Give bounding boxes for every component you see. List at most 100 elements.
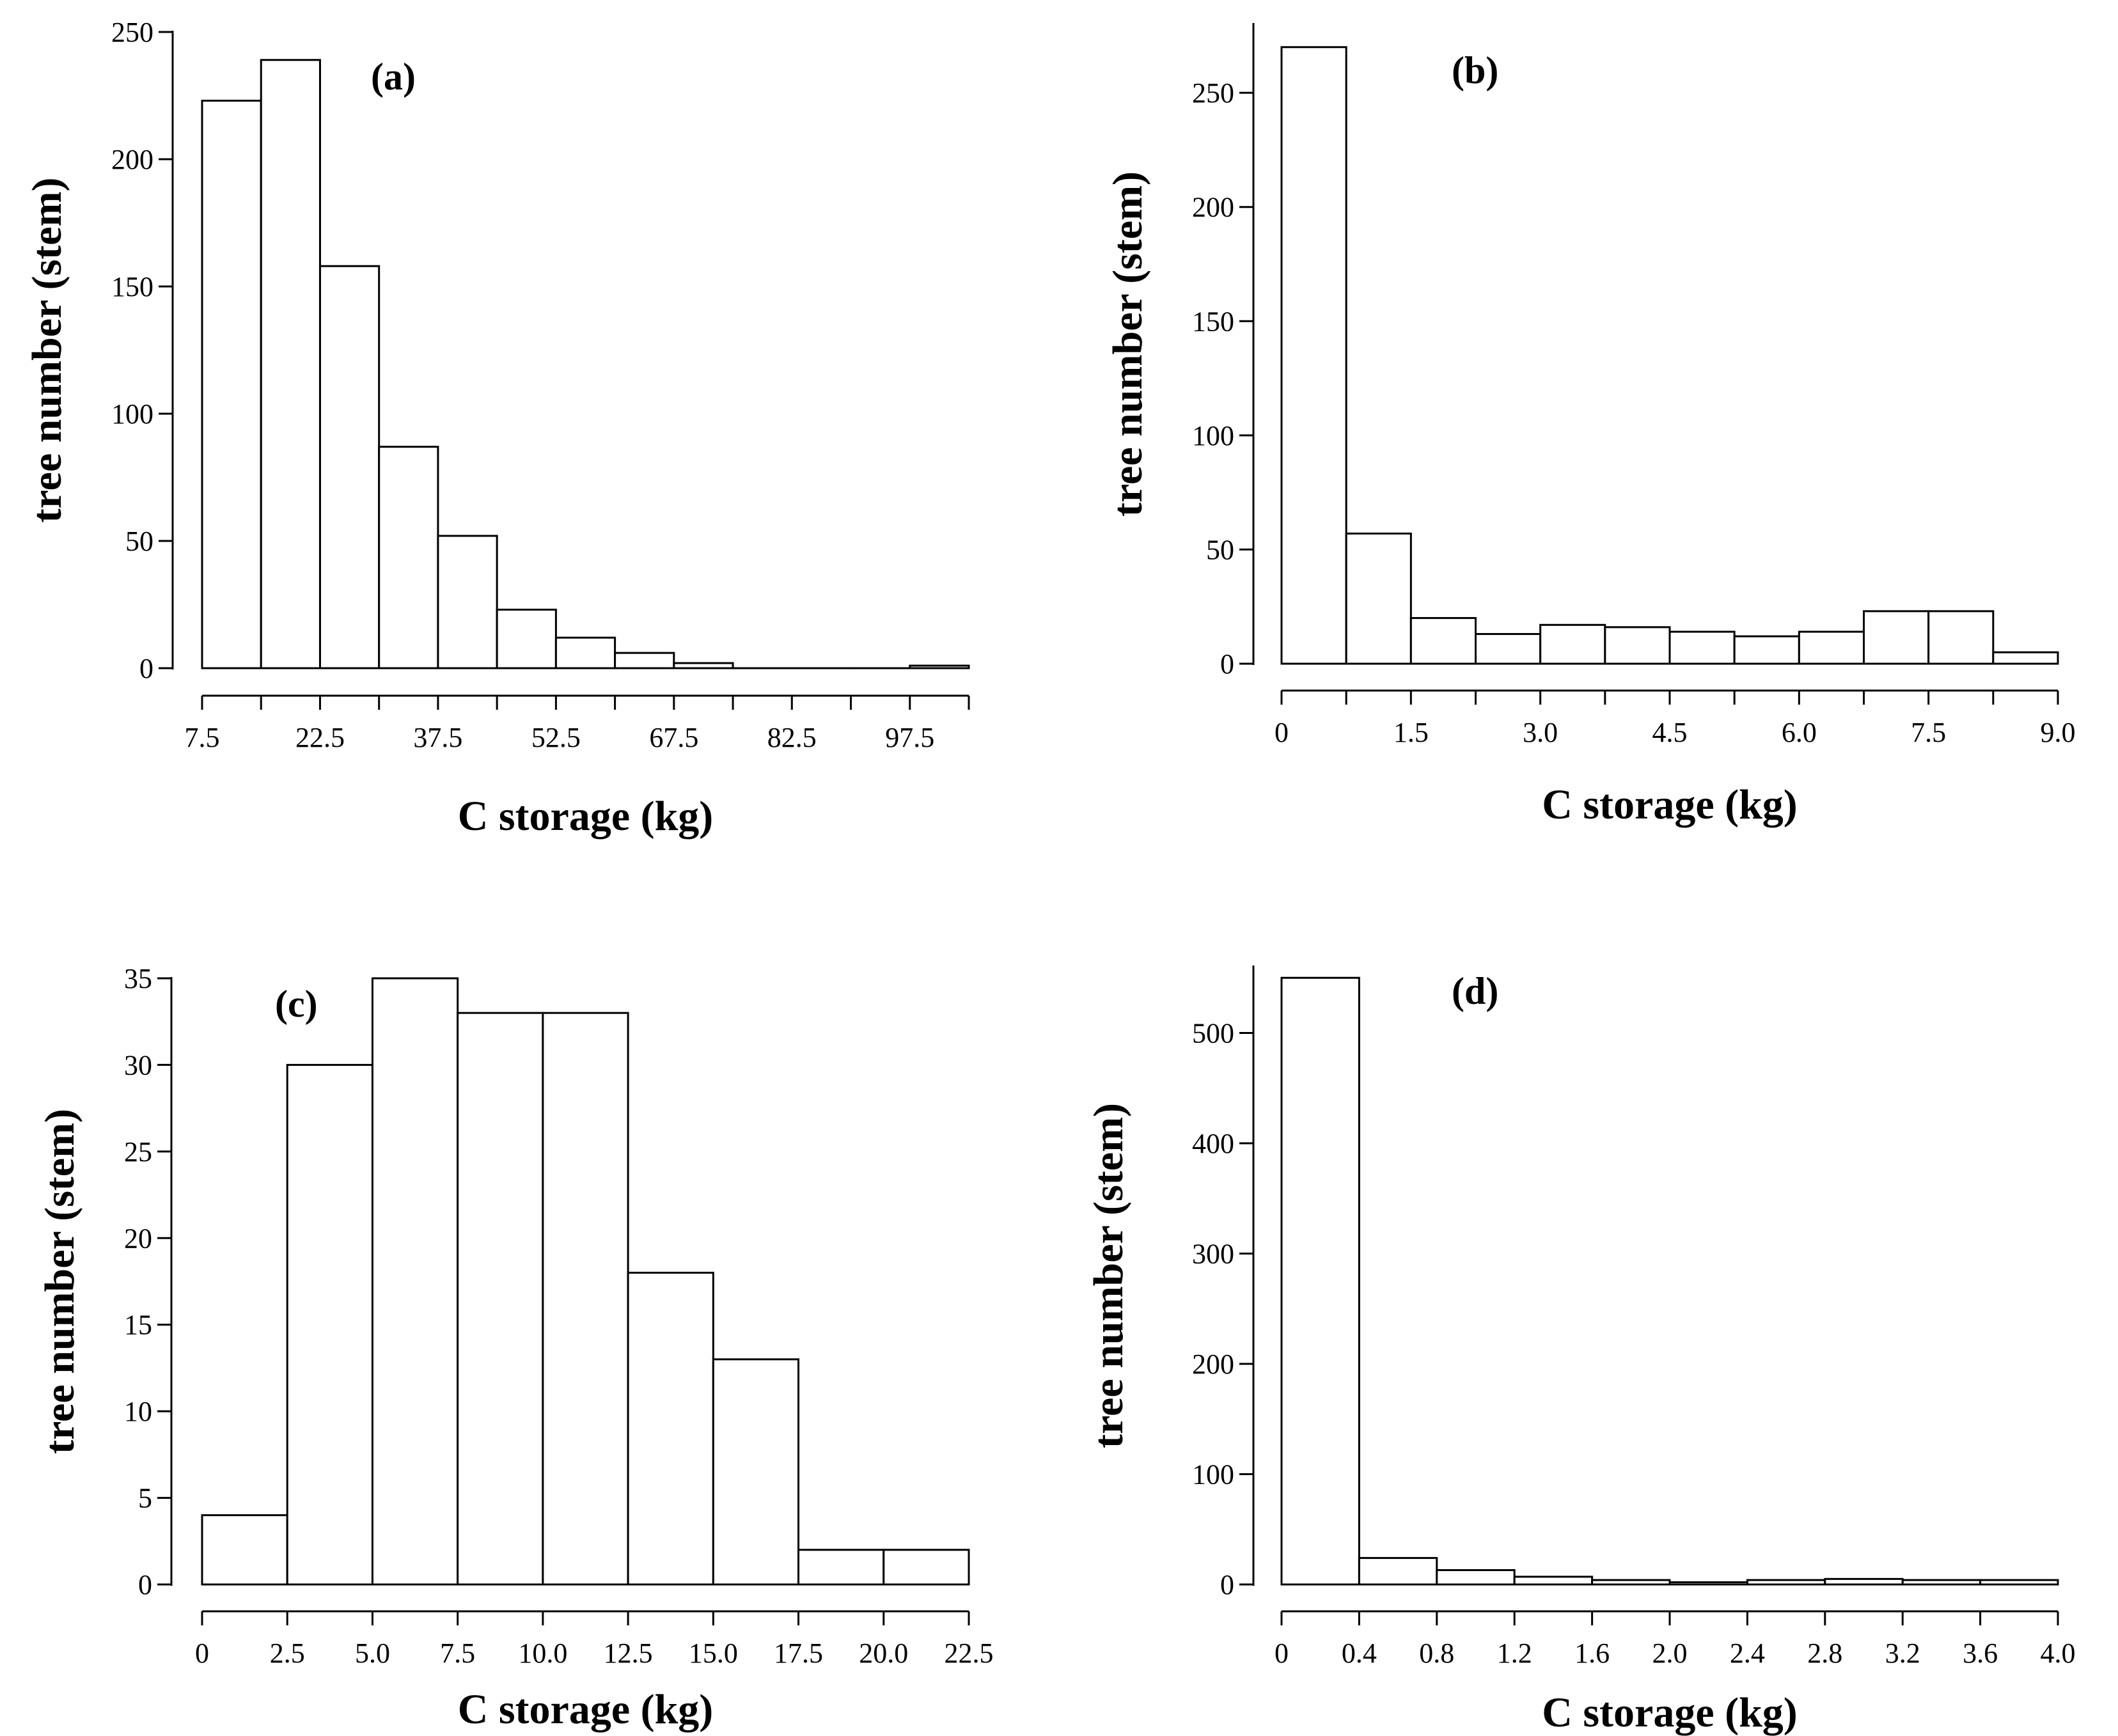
y-tick-label-c-6: 30 — [124, 1049, 152, 1081]
x-tick-label-c-3: 7.5 — [440, 1638, 475, 1669]
x-tick-label-c-2: 5.0 — [355, 1638, 390, 1669]
x-tick-label-c-8: 20.0 — [859, 1638, 908, 1669]
y-tick-label-d-1: 100 — [1192, 1459, 1234, 1490]
y-axis-title-a: tree number (stem) — [24, 177, 70, 522]
bar-a-5 — [496, 608, 557, 669]
y-tick-label-a-2: 100 — [111, 398, 153, 430]
chart-panel-b: 0 50 100 150 200 250 0 1.5 3.0 4.5 6.0 7.5 9.0 C stor… — [1104, 23, 2076, 828]
panel-label-a: (a) — [371, 56, 416, 98]
bar-c-6 — [712, 1358, 800, 1586]
x-tick-label-a-2: 37.5 — [413, 722, 462, 753]
bar-a-7 — [614, 652, 675, 669]
x-tick-label-c-5: 12.5 — [604, 1638, 653, 1669]
bar-a-1 — [260, 59, 321, 669]
y-tick-label-d-4: 400 — [1192, 1128, 1234, 1159]
y-tick-label-a-4: 200 — [111, 144, 153, 175]
bar-c-1 — [286, 1063, 373, 1586]
x-tick-label-d-7: 2.8 — [1807, 1638, 1842, 1669]
x-tick-label-d-9: 3.6 — [1963, 1638, 1998, 1669]
bar-c-8 — [882, 1549, 970, 1586]
y-tick-label-c-4: 20 — [124, 1223, 152, 1254]
bar-b-11 — [1992, 651, 2059, 665]
bar-d-3 — [1513, 1576, 1594, 1586]
y-tick-label-a-1: 50 — [125, 526, 153, 557]
bar-b-6 — [1668, 630, 1736, 665]
bar-b-1 — [1345, 532, 1412, 665]
x-tick-label-a-4: 67.5 — [649, 722, 698, 753]
y-tick-label-c-0: 0 — [138, 1569, 152, 1600]
x-axis-title-b: C storage (kg) — [1542, 781, 1798, 828]
x-tick-label-a-5: 82.5 — [767, 722, 817, 753]
x-tick-label-b-6: 9.0 — [2041, 717, 2076, 748]
y-tick-label-b-1: 50 — [1206, 534, 1234, 565]
bar-a-3 — [378, 446, 439, 669]
x-tick-label-b-1: 1.5 — [1393, 717, 1429, 748]
panel-label-b: (b) — [1452, 49, 1498, 91]
bar-b-5 — [1604, 626, 1671, 665]
x-tick-label-c-7: 17.5 — [774, 1638, 823, 1669]
x-tick-label-c-9: 22.5 — [945, 1638, 994, 1669]
chart-panel-a: 0 50 100 150 200 250 7.5 22.5 37.5 52.5 67.5 82.5 97… — [24, 17, 970, 840]
bar-d-0 — [1280, 976, 1360, 1586]
x-tick-label-d-1: 0.4 — [1342, 1638, 1377, 1669]
panel-label-c: (c) — [275, 983, 318, 1025]
bar-c-5 — [627, 1271, 714, 1586]
x-tick-label-d-10: 4.0 — [2041, 1638, 2076, 1669]
x-tick-label-d-0: 0 — [1275, 1638, 1289, 1669]
x-tick-label-d-4: 1.6 — [1574, 1638, 1610, 1669]
bar-a-4 — [437, 535, 498, 669]
bar-c-7 — [797, 1549, 885, 1586]
bar-c-3 — [457, 1012, 544, 1586]
bar-d-2 — [1436, 1569, 1516, 1586]
bar-b-3 — [1475, 633, 1542, 665]
y-axis-title-b: tree number (stem) — [1104, 171, 1151, 517]
x-tick-label-b-4: 6.0 — [1782, 717, 1817, 748]
chart-panel-c: 0 5 10 15 20 25 30 35 0 2.5 5.0 7.5 10.0 12.5 15.0 17.5… — [36, 963, 994, 1733]
x-tick-label-d-2: 0.8 — [1419, 1638, 1454, 1669]
x-axis-title-d: C storage (kg) — [1542, 1689, 1798, 1736]
y-tick-label-b-2: 100 — [1192, 420, 1234, 451]
y-tick-label-b-4: 200 — [1192, 192, 1234, 223]
panel-label-d: (d) — [1452, 970, 1498, 1012]
y-tick-label-d-2: 200 — [1192, 1349, 1234, 1380]
y-tick-label-c-2: 10 — [124, 1396, 152, 1427]
bar-b-9 — [1863, 610, 1930, 665]
bar-b-8 — [1798, 630, 1865, 665]
y-tick-label-d-0: 0 — [1220, 1569, 1234, 1600]
y-tick-label-d-5: 500 — [1192, 1018, 1234, 1049]
x-tick-label-c-1: 2.5 — [270, 1638, 305, 1669]
x-tick-label-c-6: 15.0 — [689, 1638, 738, 1669]
x-tick-label-a-3: 52.5 — [531, 722, 581, 753]
y-tick-label-b-0: 0 — [1220, 648, 1234, 680]
y-tick-label-a-0: 0 — [139, 653, 153, 684]
y-tick-label-d-3: 300 — [1192, 1239, 1234, 1270]
y-axis-title-d: tree number (stem) — [1085, 1103, 1132, 1448]
chart-panel-d: 0 100 200 300 400 500 0 0.4 0.8 1.2 1.6 2.0 2.4 2.8 3.… — [1085, 966, 2076, 1736]
x-tick-label-d-3: 1.2 — [1497, 1638, 1532, 1669]
y-tick-label-c-1: 5 — [138, 1483, 152, 1514]
bar-a-0 — [201, 99, 262, 669]
bar-d-1 — [1358, 1557, 1438, 1586]
x-tick-label-a-1: 22.5 — [295, 722, 345, 753]
y-tick-label-a-3: 150 — [111, 271, 153, 302]
bar-b-0 — [1280, 46, 1347, 665]
bar-b-4 — [1539, 623, 1606, 665]
x-tick-label-c-4: 10.0 — [518, 1638, 567, 1669]
x-tick-label-b-2: 3.0 — [1523, 717, 1558, 748]
x-tick-label-d-6: 2.4 — [1730, 1638, 1765, 1669]
x-axis-title-a: C storage (kg) — [458, 793, 714, 840]
y-tick-label-c-5: 25 — [124, 1136, 152, 1168]
y-tick-label-b-5: 250 — [1192, 77, 1234, 109]
x-tick-label-b-0: 0 — [1275, 717, 1289, 748]
x-tick-label-a-6: 97.5 — [885, 722, 934, 753]
bar-b-2 — [1409, 617, 1477, 665]
x-tick-label-a-0: 7.5 — [185, 722, 220, 753]
bar-c-4 — [542, 1012, 629, 1586]
x-tick-label-b-3: 4.5 — [1652, 717, 1688, 748]
y-axis-title-c: tree number (stem) — [36, 1109, 83, 1454]
bar-a-2 — [318, 265, 380, 669]
y-tick-label-b-3: 150 — [1192, 306, 1234, 337]
x-tick-label-d-5: 2.0 — [1652, 1638, 1688, 1669]
x-tick-label-d-8: 3.2 — [1885, 1638, 1920, 1669]
